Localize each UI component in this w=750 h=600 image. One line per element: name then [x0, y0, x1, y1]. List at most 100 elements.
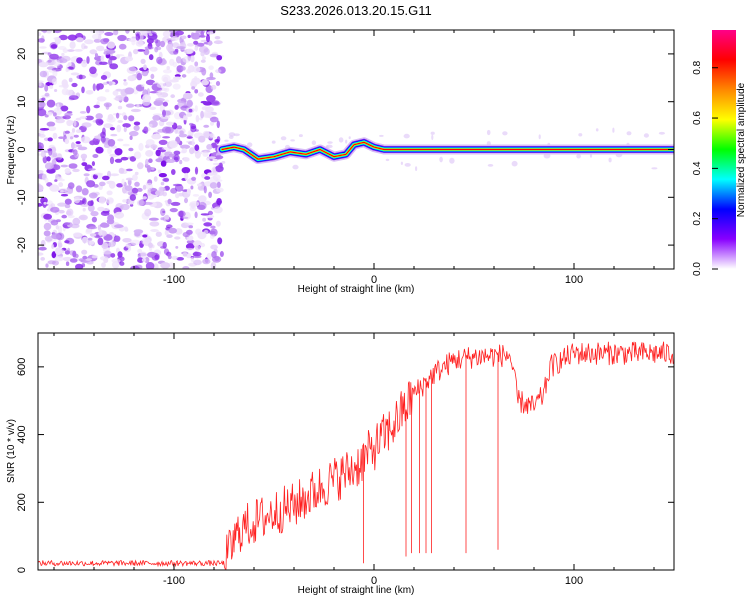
noise-blob: [85, 228, 93, 233]
colorbar-tick-label: 0.4: [692, 161, 703, 175]
noise-blob: [210, 142, 217, 149]
noise-blob: [187, 43, 194, 47]
noise-blob: [114, 211, 125, 219]
noise-blob: [216, 181, 221, 189]
spectrogram-ytick-label: -10: [16, 189, 28, 205]
noise-blob: [209, 53, 219, 58]
noise-blob: [170, 201, 181, 206]
noise-blob: [64, 112, 73, 117]
noise-blob: [190, 256, 195, 262]
noise-blob: [180, 144, 191, 149]
noise-blob: [169, 79, 179, 83]
noise-blob: [65, 67, 69, 73]
noise-blob: [89, 49, 98, 55]
spectrogram-ytick-label: 0: [16, 146, 28, 152]
noise-blob: [164, 229, 169, 236]
noise-blob: [81, 162, 88, 167]
noise-blob: [200, 30, 204, 38]
noise-blob: [171, 36, 179, 41]
snr-ylabel: SNR (10 * v/v): [6, 419, 17, 483]
noise-blob: [52, 132, 58, 140]
noise-blob: [66, 120, 74, 124]
noise-blob: [43, 230, 51, 237]
noise-blob: [176, 65, 184, 73]
noise-blob: [86, 261, 94, 265]
noise-blob: [131, 187, 139, 194]
carrier-track: [217, 137, 674, 165]
noise-blob: [141, 83, 145, 88]
noise-blob: [106, 116, 116, 123]
noise-blob: [117, 138, 124, 142]
noise-blob: [96, 96, 107, 102]
carrier-track-layer-6: [221, 141, 674, 160]
noise-blob: [39, 128, 50, 131]
noise-speck: [229, 135, 234, 139]
noise-speck: [247, 142, 253, 148]
noise-blob: [78, 74, 83, 80]
noise-blob: [136, 49, 146, 52]
noise-blob: [148, 123, 153, 128]
noise-blob: [39, 70, 48, 78]
noise-blob: [206, 76, 216, 81]
spectrogram-xtick-label: 100: [565, 274, 583, 286]
noise-blob: [127, 75, 136, 82]
noise-blob: [124, 87, 135, 95]
noise-blob: [189, 201, 200, 207]
noise-speck: [612, 127, 615, 133]
noise-blob: [114, 148, 123, 156]
noise-blob: [184, 197, 188, 204]
noise-blob: [85, 258, 92, 261]
noise-blob: [118, 43, 127, 50]
noise-blob: [77, 146, 88, 151]
noise-blob: [49, 84, 54, 89]
noise-blob: [200, 213, 210, 216]
noise-blob: [101, 242, 109, 250]
noise-blob: [162, 69, 172, 74]
noise-blob: [200, 100, 208, 104]
noise-blob: [155, 231, 162, 237]
noise-blob: [42, 30, 47, 34]
noise-blob: [55, 225, 59, 230]
noise-blob: [154, 46, 159, 53]
noise-blob: [99, 256, 109, 261]
noise-blob: [38, 184, 44, 192]
noise-blob: [158, 139, 168, 145]
noise-blob: [186, 136, 193, 139]
noise-blob: [164, 214, 170, 220]
noise-blob: [210, 261, 217, 269]
noise-blob: [172, 183, 183, 187]
noise-blob: [50, 44, 58, 49]
noise-blob: [39, 46, 47, 49]
noise-blob: [67, 34, 77, 41]
noise-blob: [187, 34, 191, 39]
noise-blob: [144, 256, 150, 264]
noise-blob: [202, 130, 210, 139]
noise-blob: [152, 115, 161, 121]
noise-blob: [60, 105, 69, 112]
noise-blob: [58, 34, 68, 41]
noise-blob: [183, 115, 187, 121]
noise-blob: [216, 198, 222, 206]
spectrogram-xtick-label: 0: [371, 274, 377, 286]
noise-blob: [176, 125, 183, 130]
noise-blob: [130, 108, 141, 113]
noise-blob: [62, 256, 72, 262]
noise-blob: [151, 133, 162, 140]
noise-blob: [76, 57, 83, 64]
noise-blob: [181, 74, 187, 78]
noise-blob: [149, 106, 157, 111]
noise-blob: [81, 236, 88, 244]
noise-blob: [148, 158, 153, 163]
noise-blob: [47, 148, 53, 152]
noise-blob: [206, 144, 213, 150]
noise-blob: [145, 182, 153, 190]
noise-blob: [214, 36, 221, 40]
noise-blob: [173, 50, 179, 55]
noise-speck: [430, 131, 435, 135]
noise-blob: [82, 255, 88, 260]
noise-blob: [52, 151, 57, 158]
noise-blob: [192, 194, 200, 197]
noise-speck: [502, 131, 508, 136]
noise-blob: [38, 108, 47, 117]
